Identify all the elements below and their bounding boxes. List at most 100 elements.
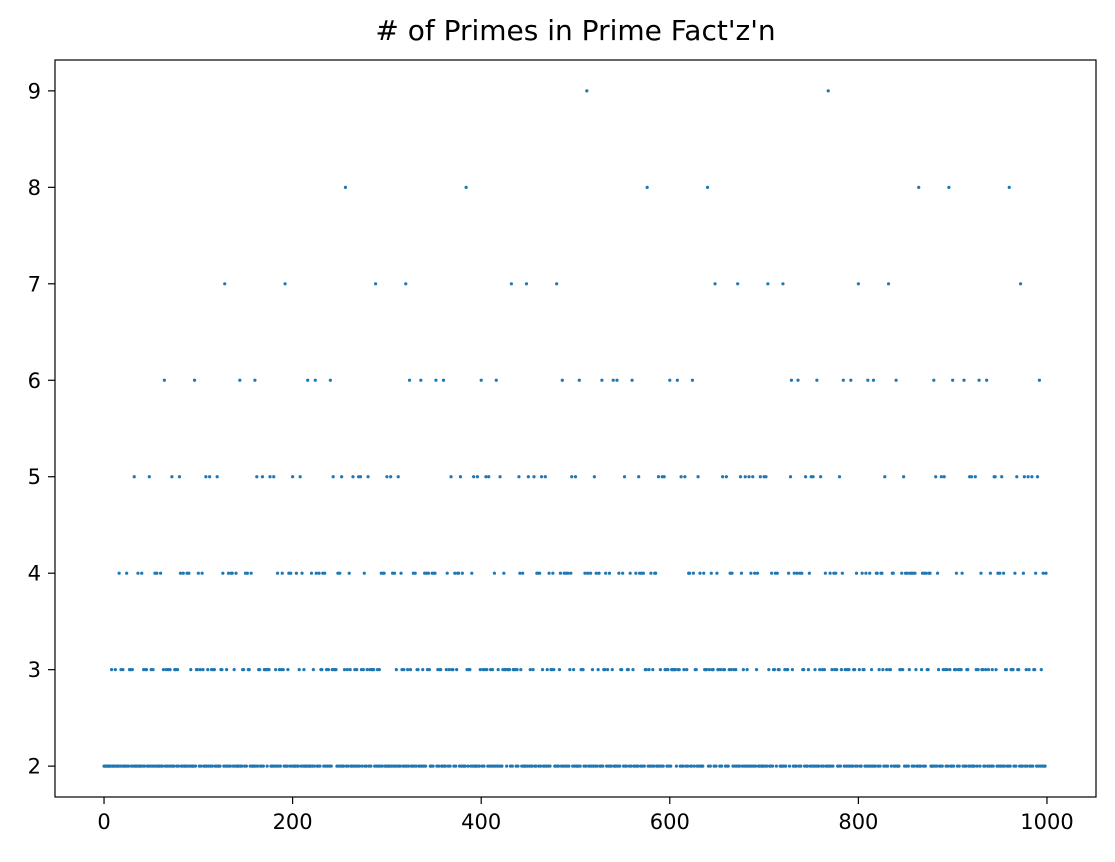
data-point: [408, 668, 413, 672]
axes-frame: [54, 59, 1097, 798]
data-point: [964, 764, 968, 768]
data-point: [770, 764, 775, 768]
data-point: [755, 571, 760, 575]
data-point: [979, 571, 983, 575]
data-point: [170, 475, 174, 479]
data-point: [605, 668, 610, 672]
data-point: [455, 668, 459, 672]
data-point: [901, 668, 905, 672]
data-point: [775, 571, 779, 575]
data-point: [426, 571, 430, 575]
data-point: [726, 764, 730, 768]
data-point: [458, 475, 463, 479]
data-point: [366, 475, 370, 479]
data-point: [347, 571, 351, 575]
data-point: [294, 571, 298, 575]
data-point: [891, 571, 895, 575]
data-point: [954, 571, 959, 575]
data-point: [572, 668, 576, 672]
data-point: [346, 764, 350, 768]
data-point: [399, 571, 403, 575]
data-point: [766, 282, 770, 286]
data-point: [1000, 475, 1004, 479]
data-point: [751, 475, 755, 479]
data-point: [407, 378, 412, 382]
data-point: [849, 378, 853, 382]
data-point: [692, 764, 696, 768]
data-point: [168, 668, 172, 672]
data-point: [187, 571, 191, 575]
data-point: [232, 668, 236, 672]
data-point: [567, 764, 571, 768]
data-point: [765, 764, 769, 768]
data-point: [121, 668, 125, 672]
data-point: [253, 378, 257, 382]
data-point: [502, 571, 506, 575]
data-point: [260, 475, 265, 479]
data-point: [795, 571, 799, 575]
data-point: [515, 668, 519, 672]
data-point: [1033, 668, 1037, 672]
data-point: [472, 475, 476, 479]
data-point: [181, 571, 185, 575]
data-point: [781, 282, 785, 286]
data-point: [600, 378, 604, 382]
data-point: [823, 571, 827, 575]
data-point: [297, 668, 301, 672]
data-point: [877, 668, 881, 672]
data-point: [374, 282, 378, 286]
data-point: [416, 668, 420, 672]
data-point: [323, 571, 327, 575]
data-point: [1030, 475, 1034, 479]
data-point: [570, 475, 574, 479]
data-point: [466, 764, 470, 768]
data-point: [1011, 668, 1015, 672]
data-point: [786, 668, 790, 672]
data-point: [897, 764, 901, 768]
y-tick-label: 2: [28, 755, 41, 779]
data-point: [1008, 764, 1012, 768]
data-point: [978, 764, 982, 768]
data-point: [258, 668, 262, 672]
data-point: [685, 668, 689, 672]
data-point: [840, 571, 844, 575]
data-point: [946, 764, 950, 768]
data-point: [754, 668, 759, 672]
data-point: [626, 668, 630, 672]
data-point: [966, 668, 970, 672]
data-point: [500, 764, 504, 768]
data-point: [854, 571, 859, 575]
chart-title: # of Primes in Prime Fact'z'n: [375, 14, 776, 47]
data-point: [369, 764, 373, 768]
data-point: [524, 282, 529, 286]
data-point: [881, 668, 885, 672]
data-point: [172, 764, 176, 768]
data-point: [596, 668, 600, 672]
data-point: [255, 475, 259, 479]
data-point: [300, 571, 304, 575]
data-point: [109, 668, 114, 672]
data-point: [618, 764, 622, 768]
data-point: [790, 668, 794, 672]
data-point: [983, 764, 987, 768]
data-point: [573, 475, 578, 479]
data-point: [192, 378, 197, 382]
data-point: [238, 378, 242, 382]
data-point: [296, 764, 300, 768]
data-point: [622, 475, 627, 479]
data-point: [722, 668, 727, 672]
data-point: [1025, 764, 1029, 768]
data-point: [813, 668, 817, 672]
data-point: [811, 475, 815, 479]
data-point: [774, 764, 778, 768]
data-point: [189, 668, 193, 672]
data-point: [681, 764, 685, 768]
data-point: [311, 668, 315, 672]
data-point: [583, 571, 587, 575]
data-point: [551, 571, 555, 575]
data-point: [228, 764, 232, 768]
data-point: [362, 571, 366, 575]
data-point: [743, 475, 747, 479]
data-point: [821, 764, 826, 768]
data-point: [560, 378, 564, 382]
